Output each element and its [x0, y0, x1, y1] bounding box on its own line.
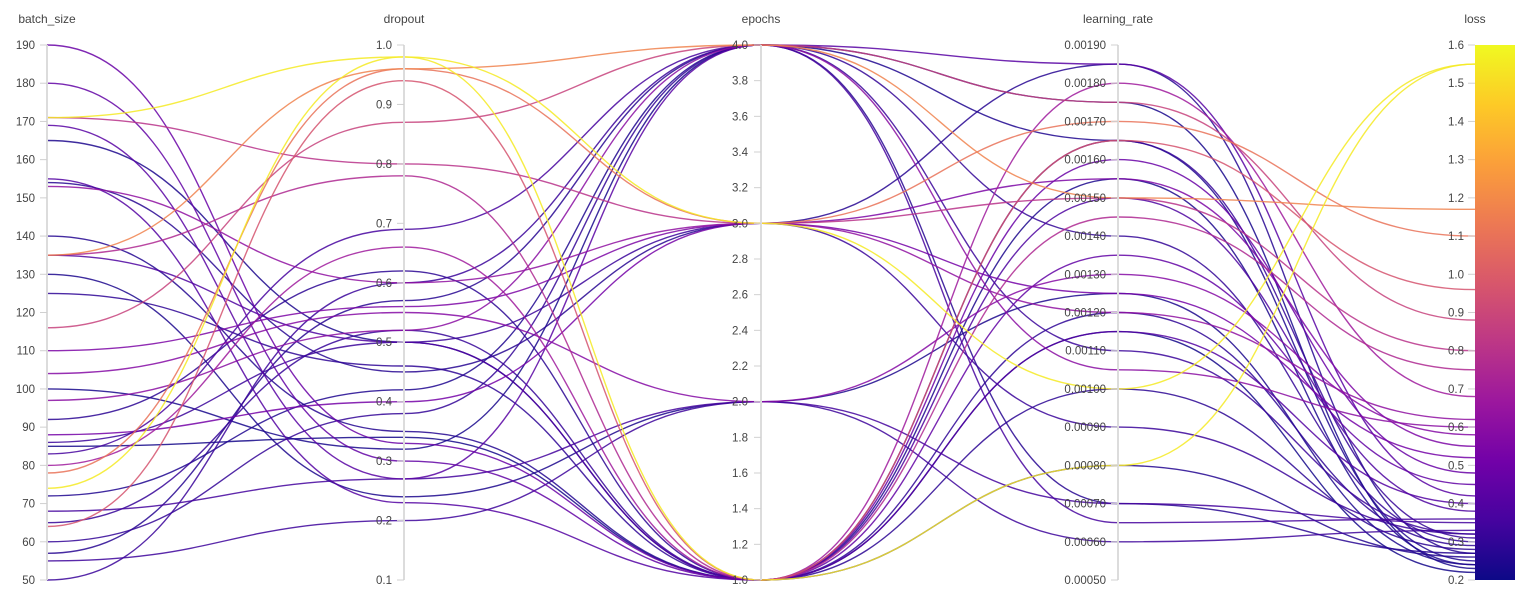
tick-label: 2.8 [732, 254, 748, 266]
tick-label: 110 [17, 346, 35, 358]
axis-title: learning_rate [1083, 12, 1153, 26]
tick-label: 0.00050 [1064, 575, 1106, 587]
tick-label: 0.00120 [1064, 308, 1106, 320]
tick-label: 160 [16, 155, 35, 167]
tick-label: 0.00110 [1065, 346, 1106, 358]
tick-label: 3.4 [732, 147, 749, 159]
tick-label: 3.6 [732, 111, 748, 123]
tick-label: 0.8 [376, 159, 392, 171]
tick-label: 3.2 [732, 183, 748, 195]
tick-label: 0.8 [1448, 346, 1464, 358]
tick-label: 2.6 [732, 290, 748, 302]
tick-label: 0.2 [1448, 575, 1464, 587]
tick-label: 1.1 [1448, 231, 1464, 243]
axis-epochs: epochs 1.0 1.2 1.4 1.6 1.8 2.0 2.2 2.4 2.6 2.8 3.0 3… [732, 12, 780, 587]
tick-label: 0.5 [1448, 460, 1464, 472]
tick-label: 2.0 [732, 397, 748, 409]
tick-label: 0.4 [1448, 499, 1465, 511]
tick-label: 1.2 [732, 539, 748, 551]
tick-label: 1.0 [1448, 269, 1464, 281]
tick-label: 1.4 [1448, 116, 1465, 128]
tick-label: 2.2 [732, 361, 748, 373]
tick-label: 190 [16, 40, 35, 52]
tick-label: 0.00190 [1064, 40, 1106, 52]
tick-label: 0.00070 [1064, 499, 1106, 511]
tick-label: 0.5 [376, 337, 392, 349]
tick-label: 0.00140 [1064, 231, 1106, 243]
tick-label: 0.00160 [1064, 155, 1106, 167]
tick-label: 0.00060 [1064, 537, 1106, 549]
tick-label: 50 [22, 575, 35, 587]
tick-label: 180 [16, 78, 35, 90]
tick-label: 60 [22, 537, 35, 549]
tick-label: 150 [16, 193, 35, 205]
axis-learning-rate: learning_rate 0.00050 0.00060 0.00070 0.0008… [1064, 12, 1153, 587]
tick-label: 3.0 [732, 218, 748, 230]
tick-label: 0.6 [376, 278, 392, 290]
tick-label: 0.00080 [1064, 460, 1106, 472]
tick-label: 0.7 [1448, 384, 1464, 396]
tick-label: 90 [22, 422, 35, 434]
axis-title: loss [1464, 12, 1485, 26]
tick-label: 0.00170 [1064, 116, 1106, 128]
tick-label: 1.3 [1448, 155, 1464, 167]
axis-title: dropout [384, 12, 425, 26]
tick-label: 4.0 [732, 40, 748, 52]
data-line-19 [46, 44, 1476, 497]
tick-label: 80 [22, 460, 35, 472]
tick-label: 3.8 [732, 76, 748, 88]
tick-label: 1.5 [1448, 78, 1464, 90]
tick-label: 2.4 [732, 325, 749, 337]
axis-batch-size: batch_size 50 60 70 80 90 100 110 120 130 140 150 16… [16, 12, 76, 587]
tick-label: 0.00090 [1064, 422, 1106, 434]
tick-label: 1.8 [732, 432, 748, 444]
tick-label: 70 [22, 499, 35, 511]
axes: batch_size 50 60 70 80 90 100 110 120 130 140 150 16… [16, 12, 1486, 587]
tick-label: 0.00100 [1064, 384, 1106, 396]
tick-label: 100 [16, 384, 35, 396]
colorbar [1475, 45, 1515, 580]
tick-label: 0.6 [1448, 422, 1464, 434]
tick-label: 0.9 [1448, 308, 1464, 320]
data-line-27 [46, 82, 1476, 581]
tick-label: 1.4 [732, 504, 749, 516]
tick-label: 0.2 [376, 516, 392, 528]
tick-label: 1.6 [732, 468, 748, 480]
tick-label: 0.1 [376, 575, 392, 587]
tick-label: 0.3 [376, 456, 392, 468]
tick-label: 120 [16, 308, 35, 320]
axis-loss: loss 0.2 0.3 0.4 0.5 0.6 0.7 0.8 0.9 1.0 1.1 1.2 1.3… [1448, 12, 1486, 587]
tick-label: 1.0 [732, 575, 748, 587]
tick-label: 0.4 [376, 397, 393, 409]
tick-label: 0.7 [376, 218, 392, 230]
tick-label: 0.00180 [1064, 78, 1106, 90]
tick-label: 0.9 [376, 99, 392, 111]
tick-label: 0.00130 [1064, 269, 1106, 281]
tick-label: 1.2 [1448, 193, 1464, 205]
data-line-35 [46, 56, 1476, 581]
tick-label: 1.0 [376, 40, 392, 52]
data-line-34 [46, 56, 1476, 390]
axis-dropout: dropout 0.1 0.2 0.3 0.4 0.5 0.6 0.7 0.8 0.9 1.0 [376, 12, 425, 587]
colorbar-gradient [1475, 45, 1515, 580]
axis-title: batch_size [18, 12, 76, 26]
axis-title: epochs [742, 12, 781, 26]
tick-label: 0.3 [1448, 537, 1464, 549]
data-line-24 [46, 273, 1476, 436]
tick-label: 0.00150 [1064, 193, 1106, 205]
tick-label: 140 [16, 231, 35, 243]
tick-label: 1.6 [1448, 40, 1464, 52]
tick-label: 130 [16, 269, 35, 281]
tick-label: 170 [16, 116, 35, 128]
